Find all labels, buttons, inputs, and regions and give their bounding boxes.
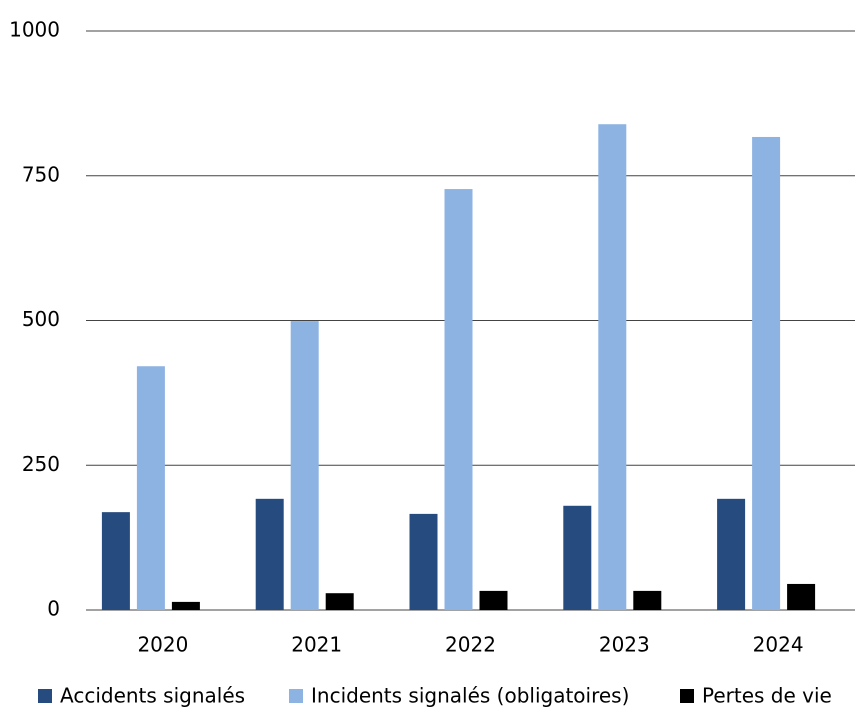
bar — [633, 590, 662, 610]
legend-swatch — [38, 689, 52, 703]
bar — [101, 512, 130, 610]
y-tick-label: 250 — [22, 452, 60, 476]
bar — [598, 124, 627, 611]
y-tick-label: 0 — [47, 597, 60, 621]
bar — [444, 189, 473, 610]
legend-label: Incidents signalés (obligatoires) — [311, 684, 629, 708]
bar — [290, 321, 319, 610]
y-tick-label: 750 — [22, 162, 60, 186]
x-tick-label: 2024 — [753, 633, 804, 657]
bar — [409, 513, 438, 610]
bar — [479, 590, 508, 610]
bar — [752, 136, 781, 610]
legend-swatch — [289, 689, 303, 703]
y-tick-label: 1000 — [9, 18, 60, 42]
bar — [717, 498, 746, 610]
y-tick-label: 500 — [22, 307, 60, 331]
x-tick-label: 2023 — [599, 633, 650, 657]
x-tick-label: 2020 — [137, 633, 188, 657]
bar — [171, 601, 200, 610]
bar — [787, 583, 816, 610]
x-tick-label: 2022 — [445, 633, 496, 657]
legend-label: Pertes de vie — [702, 684, 832, 708]
legend-label: Accidents signalés — [60, 684, 245, 708]
bar — [136, 366, 165, 610]
x-tick-label: 2021 — [291, 633, 342, 657]
bar — [255, 498, 284, 610]
bar — [563, 505, 592, 610]
bar — [325, 593, 354, 610]
legend-swatch — [680, 689, 694, 703]
